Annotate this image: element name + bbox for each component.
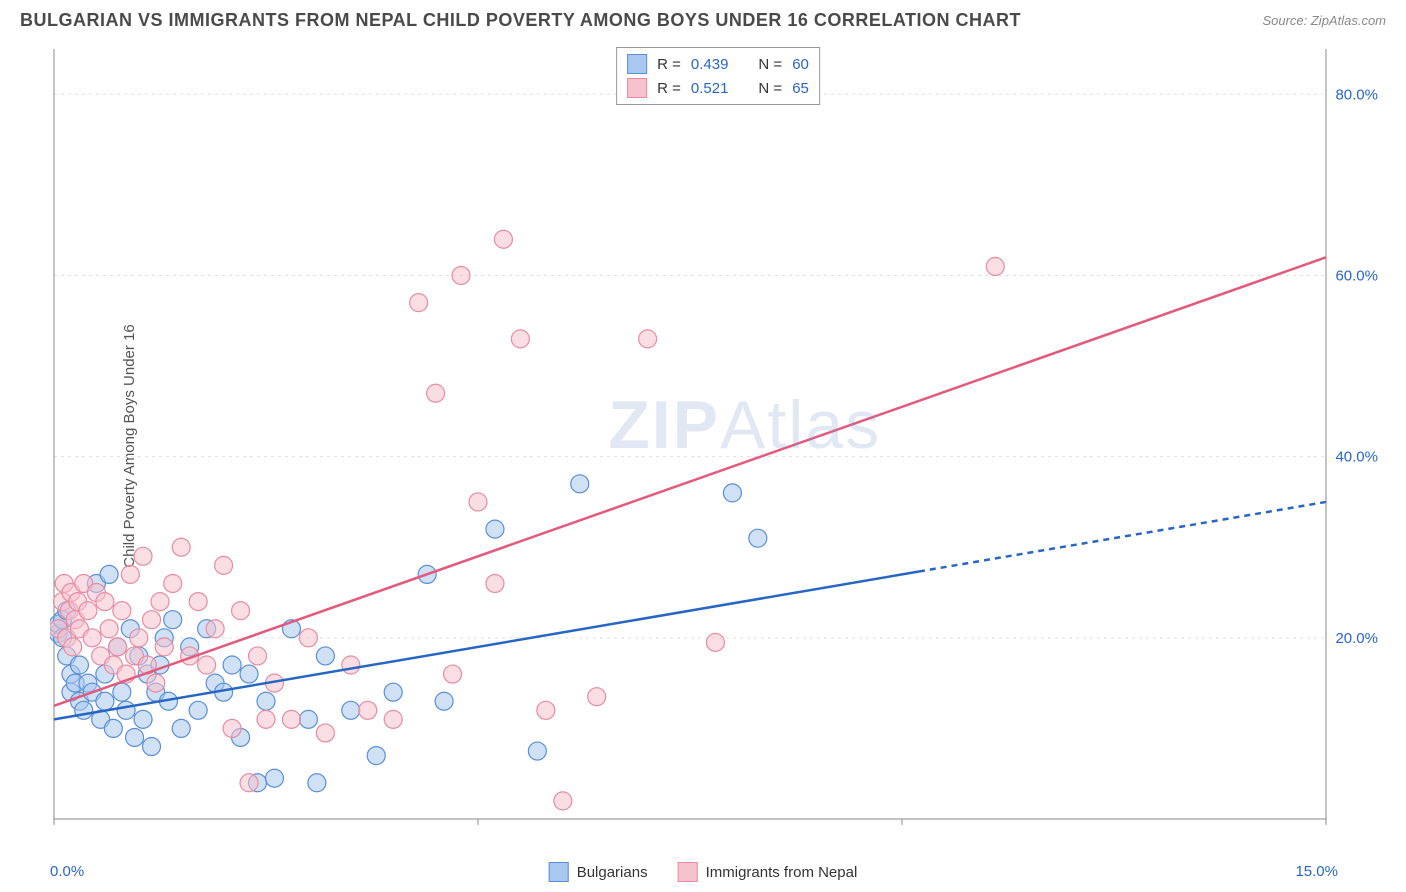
r-value: 0.521	[691, 80, 729, 97]
chart-area: 20.0%40.0%60.0%80.0% ZIPAtlas R = 0.439 …	[50, 45, 1386, 837]
x-axis-max-label: 15.0%	[1295, 863, 1338, 880]
r-label: R =	[657, 56, 681, 73]
header: BULGARIAN VS IMMIGRANTS FROM NEPAL CHILD…	[0, 0, 1406, 39]
n-value: 65	[792, 80, 809, 97]
svg-text:80.0%: 80.0%	[1335, 86, 1378, 103]
series-legend: Bulgarians Immigrants from Nepal	[549, 862, 858, 882]
stats-row: R = 0.439 N = 60	[627, 52, 809, 76]
svg-text:60.0%: 60.0%	[1335, 267, 1378, 284]
stats-legend: R = 0.439 N = 60 R = 0.521 N = 65	[616, 47, 820, 105]
n-label: N =	[758, 56, 782, 73]
r-value: 0.439	[691, 56, 729, 73]
swatch-icon	[549, 862, 569, 882]
n-value: 60	[792, 56, 809, 73]
stats-row: R = 0.521 N = 65	[627, 76, 809, 100]
swatch-icon	[627, 78, 647, 98]
n-label: N =	[758, 80, 782, 97]
swatch-icon	[627, 54, 647, 74]
page-title: BULGARIAN VS IMMIGRANTS FROM NEPAL CHILD…	[20, 10, 1021, 31]
source-credit: Source: ZipAtlas.com	[1262, 13, 1386, 28]
scatter-plot: 20.0% 40.0% 60.0% 80.0%	[50, 45, 1386, 837]
x-axis-min-label: 0.0%	[50, 863, 84, 880]
legend-label: Bulgarians	[577, 864, 648, 881]
svg-text:20.0%: 20.0%	[1335, 630, 1378, 647]
svg-text:40.0%: 40.0%	[1335, 449, 1378, 466]
legend-item: Bulgarians	[549, 862, 648, 882]
swatch-icon	[678, 862, 698, 882]
r-label: R =	[657, 80, 681, 97]
legend-label: Immigrants from Nepal	[706, 864, 858, 881]
legend-item: Immigrants from Nepal	[678, 862, 858, 882]
